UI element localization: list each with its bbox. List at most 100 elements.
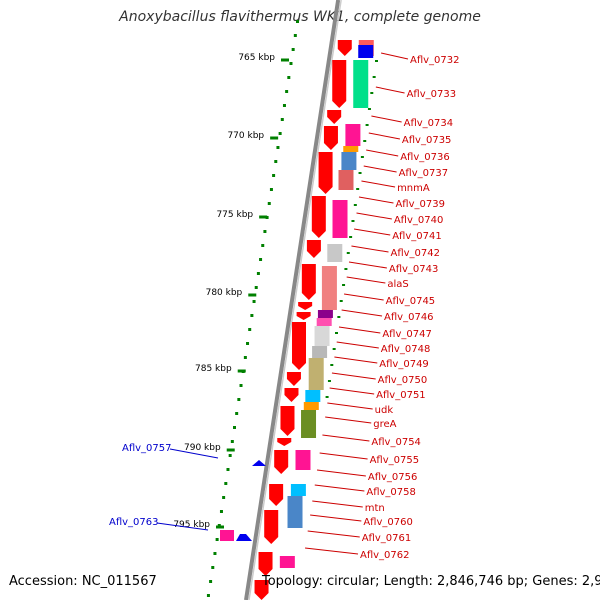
- cog-box: [308, 358, 324, 390]
- gene-arrow: [337, 40, 352, 56]
- cog-box: [287, 496, 303, 528]
- left-gene-labels: Aflv_0757 Aflv_0763: [109, 443, 219, 531]
- gc-dot: [289, 62, 293, 65]
- gene-label: Aflv_0739: [395, 199, 445, 210]
- cog-box: [303, 402, 319, 410]
- gc-dot: [239, 384, 243, 387]
- gc-dot: [346, 252, 350, 254]
- gc-dot: [215, 538, 219, 541]
- gc-dot: [375, 60, 378, 62]
- gene-label: alaS: [387, 279, 408, 290]
- gene-label: Aflv_0756: [368, 472, 418, 483]
- gc-dot: [363, 140, 367, 142]
- gene-arrow: [301, 264, 316, 300]
- gene-arrow: [277, 438, 292, 446]
- label-connector: [375, 86, 405, 94]
- label-connector: [351, 245, 389, 253]
- cog-box: [358, 45, 374, 58]
- gc-dot: [280, 118, 284, 121]
- tick-label: 785 kbp: [195, 364, 232, 374]
- gene-arrow: [332, 60, 347, 108]
- label-connector: [371, 115, 402, 123]
- tick-label: 765 kbp: [238, 53, 275, 63]
- gc-dot: [252, 300, 256, 303]
- gene-label: Aflv_0742: [391, 248, 441, 259]
- label-connector: [312, 500, 363, 508]
- cog-box: [353, 60, 369, 108]
- label-connector: [331, 372, 376, 380]
- gc-dot: [353, 204, 357, 206]
- gc-dot: [235, 412, 239, 415]
- gc-dot: [230, 440, 234, 443]
- gc-dot: [335, 332, 338, 334]
- gene-label: mnmA: [397, 183, 430, 194]
- cog-box: [301, 410, 317, 438]
- gc-dot: [360, 156, 364, 158]
- gene-label: Aflv_0751: [376, 390, 426, 401]
- gc-dot: [263, 230, 267, 233]
- gc-dot: [261, 244, 265, 247]
- accession-text: Accession: NC_011567: [9, 574, 157, 589]
- gc-dot: [332, 348, 336, 350]
- tick-label: 770 kbp: [227, 131, 264, 141]
- gc-dot: [358, 172, 362, 174]
- cog-box: [338, 170, 354, 190]
- label-connector: [169, 448, 219, 459]
- gene-arrow: [298, 302, 313, 310]
- gene-label: Aflv_0761: [362, 533, 412, 544]
- gene-label: Aflv_0758: [366, 487, 416, 498]
- label-connector: [305, 547, 359, 555]
- gene-label: Aflv_0747: [382, 329, 432, 340]
- gene-label: Aflv_0754: [371, 437, 421, 448]
- gene-arrow: [306, 240, 321, 258]
- gene-label: Aflv_0745: [386, 296, 436, 307]
- gene-label: Aflv_0762: [360, 550, 410, 561]
- label-connector: [327, 402, 373, 410]
- cog-box: [220, 530, 234, 541]
- gc-dot: [365, 124, 369, 126]
- genome-backbone: [244, 0, 342, 600]
- label-connector: [325, 416, 372, 424]
- label-connector: [156, 522, 209, 531]
- label-connector: [358, 196, 394, 204]
- gc-dot: [291, 48, 295, 51]
- label-connector: [310, 514, 362, 522]
- gc-dot: [274, 160, 278, 163]
- gene-label: Aflv_0749: [379, 359, 429, 370]
- gene-arrow: [327, 110, 342, 124]
- gc-dot: [219, 510, 223, 513]
- cog-box: [317, 310, 333, 318]
- gene-arrow: [296, 312, 311, 320]
- gene-label: Aflv_0760: [363, 517, 413, 528]
- gene-label: udk: [375, 405, 394, 416]
- gene-arrow: [318, 152, 333, 194]
- gene-label: Aflv_0763: [109, 517, 159, 528]
- gc-dot: [226, 468, 230, 471]
- gene-label: Aflv_0735: [402, 135, 452, 146]
- cog-box: [321, 266, 337, 310]
- gc-dot: [276, 146, 280, 149]
- gene-arrow: [258, 552, 273, 576]
- gc-dot: [206, 594, 210, 597]
- gc-dot: [370, 92, 374, 94]
- label-connector: [368, 132, 401, 140]
- gene-label: Aflv_0734: [404, 118, 454, 129]
- gene-arrows: [220, 40, 352, 600]
- gene-label: Aflv_0740: [394, 215, 444, 226]
- gc-dot: [209, 580, 213, 583]
- gc-dot: [272, 174, 276, 177]
- gene-arrow: [323, 126, 338, 150]
- gc-dot: [213, 552, 217, 555]
- gene-label: Aflv_0743: [389, 264, 439, 275]
- cog-box: [305, 390, 321, 402]
- gene-label: Aflv_0732: [410, 55, 460, 66]
- backbone-edge: [248, 0, 342, 600]
- label-connector: [366, 149, 399, 157]
- topology-text: Topology: circular; Length: 2,846,746 bp…: [262, 574, 600, 589]
- cog-box: [343, 146, 359, 152]
- gc-dot: [259, 258, 263, 261]
- gene-arrow: [274, 450, 289, 474]
- gene-arrow: [286, 372, 301, 386]
- cog-box: [327, 244, 343, 262]
- gene-label: Aflv_0755: [370, 455, 420, 466]
